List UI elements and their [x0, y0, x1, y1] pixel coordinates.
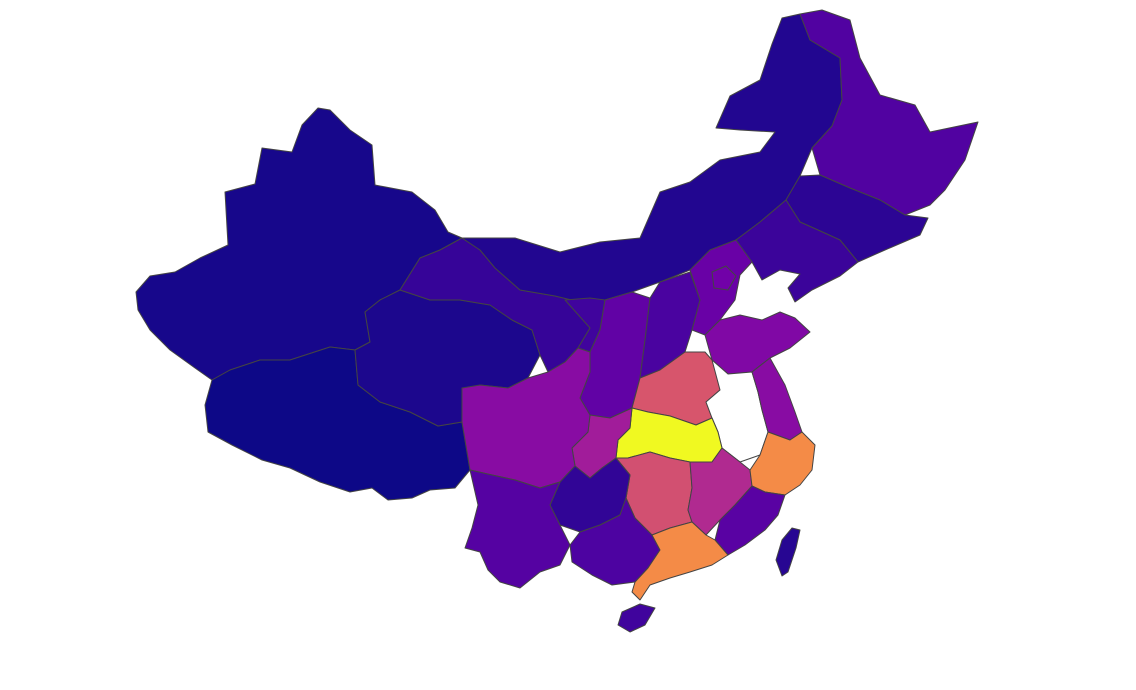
region-guangdong[interactable] [631, 521, 729, 601]
region-beijing[interactable] [711, 265, 737, 291]
region-taiwan[interactable] [775, 527, 801, 577]
region-zhejiang[interactable] [749, 431, 816, 496]
region-yunnan[interactable] [464, 469, 571, 589]
region-heilongjiang[interactable] [799, 9, 979, 216]
region-hainan[interactable] [617, 603, 656, 633]
region-shandong[interactable] [704, 311, 811, 375]
region-inner-mongolia[interactable] [461, 13, 843, 329]
region-tibet[interactable] [204, 346, 471, 501]
region-fujian[interactable] [714, 485, 786, 556]
